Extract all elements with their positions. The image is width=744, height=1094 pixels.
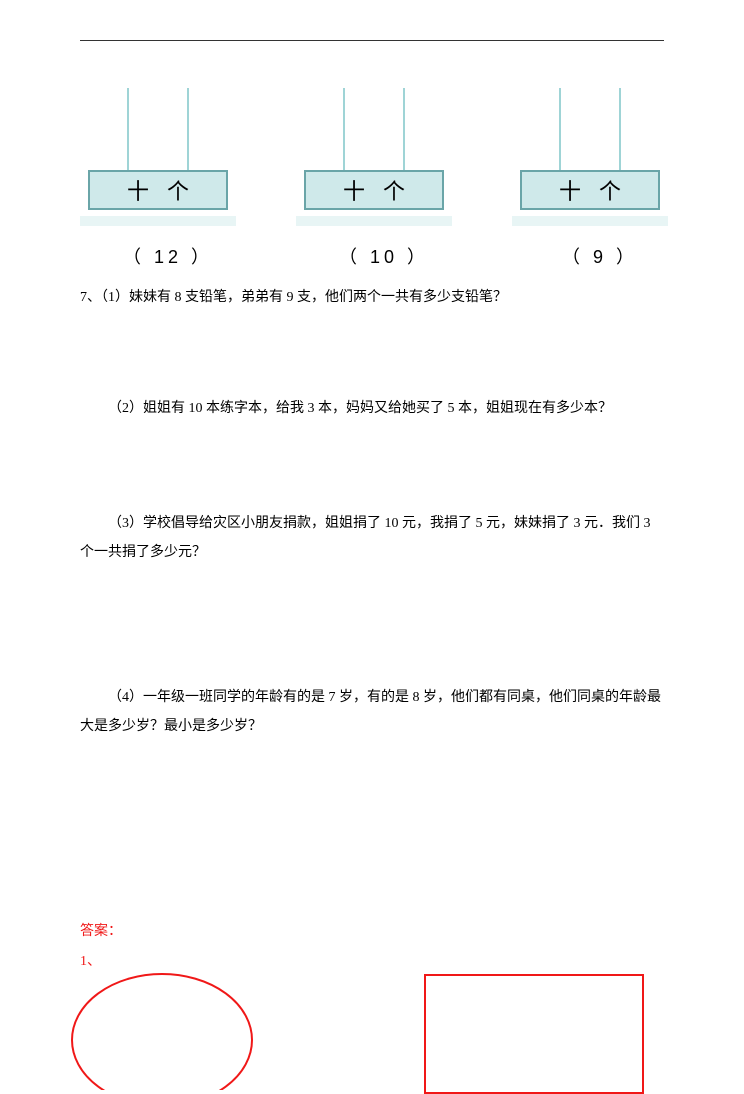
box-answer: （ 10 ） xyxy=(304,243,464,269)
question-text-line2: 个一共捐了多少元？ xyxy=(80,545,206,560)
stem-line xyxy=(559,88,561,180)
box-stems xyxy=(304,88,464,180)
question-text-line2: 大是多少岁？最小是多少岁？ xyxy=(80,719,262,734)
answer-ellipse-shape xyxy=(68,970,256,1090)
answer-rectangle-shape xyxy=(424,974,644,1094)
place-value-box-row: 十个 （ 12 ） 十个 （ 10 ） 十个 （ 9 ） xyxy=(88,88,680,278)
question-text-line1: （3）学校倡导给灾区小朋友捐款，姐姐捐了 10 元，我捐了 5 元，妹妹捐了 3… xyxy=(108,516,651,531)
box-stems xyxy=(88,88,248,180)
box-stems xyxy=(520,88,680,180)
box-number: 9 xyxy=(593,247,607,267)
answer-heading: 答案： xyxy=(80,917,664,946)
stem-line xyxy=(187,88,189,180)
stem-line xyxy=(343,88,345,180)
place-value-label: 十个 xyxy=(88,170,228,210)
place-value-box: 十个 （ 9 ） xyxy=(520,88,680,278)
horizontal-rule xyxy=(80,40,664,41)
box-answer: （ 12 ） xyxy=(88,243,248,269)
place-value-label: 十个 xyxy=(304,170,444,210)
place-value-box: 十个 （ 12 ） xyxy=(88,88,248,278)
box-underline-strip xyxy=(296,216,452,226)
stem-line xyxy=(127,88,129,180)
box-number: 10 xyxy=(370,247,398,267)
box-underline-strip xyxy=(80,216,236,226)
place-value-box: 十个 （ 10 ） xyxy=(304,88,464,278)
stem-line xyxy=(403,88,405,180)
question-text: （2）姐姐有 10 本练字本，给我 3 本，妈妈又给她买了 5 本，姐姐现在有多… xyxy=(108,401,612,416)
box-number: 12 xyxy=(154,247,182,267)
question-7-1: 7、（1）妹妹有 8 支铅笔，弟弟有 9 支，他们两个一共有多少支铅笔？ xyxy=(80,283,664,312)
question-text-line1: （4）一年级一班同学的年龄有的是 7 岁，有的是 8 岁，他们都有同桌，他们同桌… xyxy=(108,690,661,705)
box-underline-strip xyxy=(512,216,668,226)
place-value-label: 十个 xyxy=(520,170,660,210)
question-7-4: （4）一年级一班同学的年龄有的是 7 岁，有的是 8 岁，他们都有同桌，他们同桌… xyxy=(80,683,664,742)
question-7-3: （3）学校倡导给灾区小朋友捐款，姐姐捐了 10 元，我捐了 5 元，妹妹捐了 3… xyxy=(80,509,664,568)
box-answer: （ 9 ） xyxy=(520,243,680,269)
question-7-2: （2）姐姐有 10 本练字本，给我 3 本，妈妈又给她买了 5 本，姐姐现在有多… xyxy=(80,394,664,423)
stem-line xyxy=(619,88,621,180)
worksheet-page: 十个 （ 12 ） 十个 （ 10 ） 十个 （ 9 ） 7、（1）妹妹有 8 … xyxy=(0,0,744,1031)
